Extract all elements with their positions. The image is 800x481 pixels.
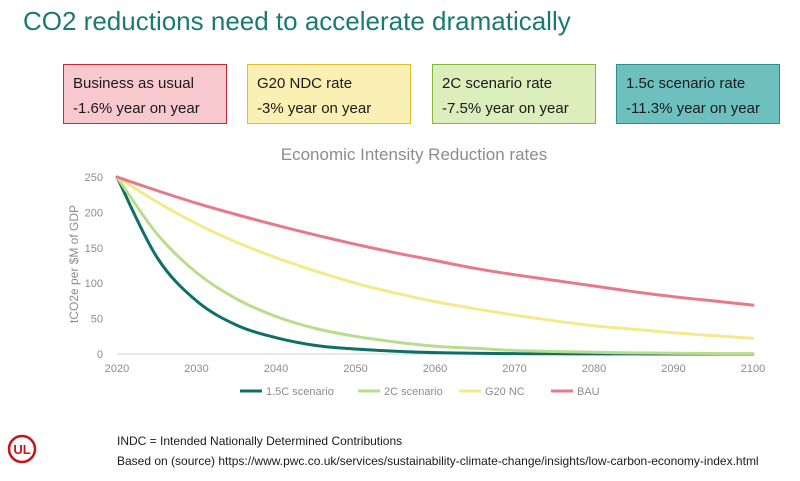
legend-label-3: BAU bbox=[577, 386, 600, 398]
series-line-2 bbox=[115, 175, 755, 340]
2c-rate-box: 2C scenario rate -7.5% year on year bbox=[432, 64, 596, 124]
series-line-0 bbox=[115, 175, 755, 356]
g20-ndc-rate-box: G20 NDC rate -3% year on year bbox=[247, 64, 411, 124]
x-tick-label: 2060 bbox=[423, 363, 447, 375]
g20-ndc-rate-label: G20 NDC rate bbox=[257, 75, 353, 92]
x-tick-label: 2080 bbox=[582, 363, 606, 375]
y-tick-label: 0 bbox=[97, 349, 103, 361]
legend-label-1: 2C scenario bbox=[384, 386, 443, 398]
series-line-3 bbox=[115, 175, 755, 307]
legend-label-2: G20 NC bbox=[485, 386, 525, 398]
source-note[interactable]: Based on (source) https://www.pwc.co.uk/… bbox=[117, 454, 759, 468]
series-line-1 bbox=[115, 175, 755, 356]
page-title: CO2 reductions need to accelerate dramat… bbox=[23, 6, 571, 36]
y-tick-label: 250 bbox=[85, 172, 103, 184]
bau-rate-label: Business as usual bbox=[73, 75, 194, 92]
x-tick-label: 2040 bbox=[264, 363, 288, 375]
bau-rate-value: -1.6% year on year bbox=[73, 100, 200, 117]
intensity-chart: Economic Intensity Reduction rates tCO2e… bbox=[67, 145, 765, 398]
indc-note: INDC = Intended Nationally Determined Co… bbox=[117, 434, 403, 448]
1-5c-rate-label: 1.5c scenario rate bbox=[626, 75, 746, 92]
chart-title: Economic Intensity Reduction rates bbox=[281, 145, 547, 164]
g20-ndc-rate-value: -3% year on year bbox=[257, 100, 372, 117]
y-tick-label: 200 bbox=[85, 207, 103, 219]
ul-logo-text: UL bbox=[13, 442, 30, 457]
y-tick-label: 50 bbox=[91, 314, 103, 326]
1-5c-rate-value: -11.3% year on year bbox=[626, 100, 760, 117]
2c-rate-label: 2C scenario rate bbox=[442, 75, 553, 92]
x-tick-label: 2030 bbox=[184, 363, 208, 375]
x-tick-label: 2070 bbox=[502, 363, 526, 375]
x-tick-label: 2050 bbox=[343, 363, 367, 375]
x-tick-label: 2090 bbox=[661, 363, 685, 375]
legend-label-0: 1.5C scenario bbox=[266, 386, 334, 398]
y-axis-label: tCO2e per $M of GDP bbox=[67, 205, 81, 323]
y-tick-label: 150 bbox=[85, 243, 103, 255]
1-5c-rate-box: 1.5c scenario rate -11.3% year on year bbox=[616, 64, 780, 124]
bau-rate-box: Business as usual -1.6% year on year bbox=[63, 64, 227, 124]
y-tick-label: 100 bbox=[85, 278, 103, 290]
x-tick-label: 2100 bbox=[741, 363, 765, 375]
ul-logo: UL bbox=[7, 434, 37, 464]
2c-rate-value: -7.5% year on year bbox=[442, 100, 569, 117]
x-tick-label: 2020 bbox=[105, 363, 129, 375]
